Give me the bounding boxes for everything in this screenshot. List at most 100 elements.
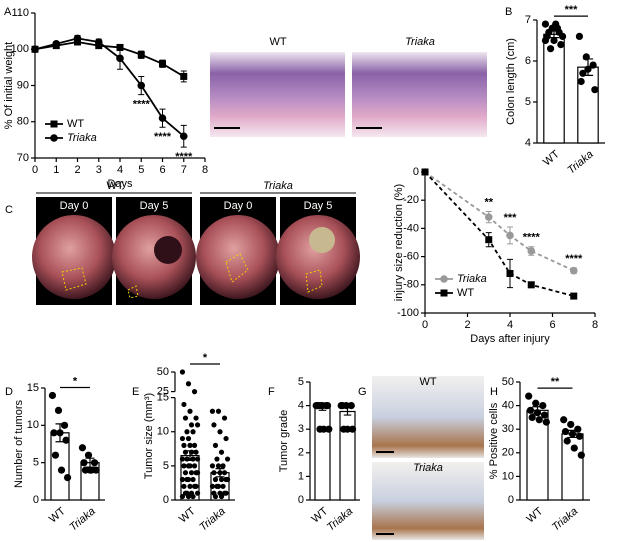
data-point xyxy=(188,422,195,428)
data-point xyxy=(179,456,186,462)
data-point xyxy=(179,493,186,500)
data-point xyxy=(546,45,555,53)
data-point xyxy=(194,490,201,496)
x-tick-label: 8 xyxy=(592,319,598,331)
data-point xyxy=(340,425,348,433)
x-tick-label: 1 xyxy=(53,164,59,176)
error-bar xyxy=(215,467,225,478)
data-point xyxy=(218,449,225,455)
data-point xyxy=(194,456,201,462)
data-point xyxy=(60,421,69,429)
marker xyxy=(137,51,145,59)
data-point xyxy=(185,493,192,500)
endoscopy-image xyxy=(112,215,196,299)
data-point xyxy=(212,476,219,483)
day-label: Day 0 xyxy=(224,200,253,212)
data-point xyxy=(545,28,553,36)
data-point xyxy=(187,483,193,489)
data-point xyxy=(560,416,568,424)
data-point xyxy=(191,463,198,469)
data-point xyxy=(187,463,193,469)
data-point xyxy=(215,463,222,469)
y-tick-label: -100 xyxy=(397,307,419,319)
data-point xyxy=(181,442,187,448)
data-point xyxy=(182,470,189,476)
x-tick-label: WT xyxy=(524,505,545,525)
histology-image xyxy=(352,52,487,137)
data-point xyxy=(348,425,357,433)
marker xyxy=(527,247,536,255)
data-point xyxy=(526,406,535,414)
data-point xyxy=(215,483,222,489)
marker xyxy=(159,60,166,68)
legend-marker xyxy=(50,134,58,142)
x-tick-label: Triaka xyxy=(550,505,581,533)
marker xyxy=(527,281,535,289)
annotation: **** xyxy=(523,232,541,244)
data-point xyxy=(187,442,193,448)
y-tick-label: 5 xyxy=(298,376,304,388)
y-tick-label: 5 xyxy=(525,96,531,108)
endoscopy-image xyxy=(32,215,116,299)
data-point xyxy=(194,470,201,476)
marker xyxy=(94,38,103,46)
data-point xyxy=(541,36,550,45)
data-point xyxy=(190,476,196,483)
y-tick-label: 0 xyxy=(413,166,419,178)
injury-outline xyxy=(305,269,323,293)
y-tick-label: 4 xyxy=(525,137,531,149)
legend-marker xyxy=(50,120,58,128)
endoscopy-image xyxy=(196,215,280,299)
error-bar xyxy=(567,429,578,439)
data-point xyxy=(48,391,57,400)
data-point xyxy=(224,476,231,483)
x-tick-label: 0 xyxy=(32,164,38,176)
injury-outline xyxy=(225,253,249,283)
panel-letter: F xyxy=(268,386,275,398)
data-point xyxy=(182,415,189,421)
data-point xyxy=(217,429,223,435)
data-point xyxy=(209,408,216,414)
image-label: Triaka xyxy=(413,462,443,474)
marker xyxy=(421,168,429,176)
y-tick-label: 110 xyxy=(11,7,29,19)
y-tick-label: 25 xyxy=(157,386,169,398)
data-point xyxy=(215,408,222,414)
y-tick-label: 50 xyxy=(157,366,169,378)
x-tick-label: WT xyxy=(541,148,562,168)
x-tick-label: Triaka xyxy=(325,505,356,533)
data-point xyxy=(185,476,192,483)
y-axis-label: injury size reduction (%) xyxy=(393,184,405,301)
y-tick-label: 3 xyxy=(298,423,304,435)
x-tick-label: 3 xyxy=(96,164,102,176)
series-line xyxy=(424,171,574,297)
marker xyxy=(484,213,493,221)
image-label: WT xyxy=(269,36,286,48)
data-point xyxy=(185,435,192,442)
endoscopy-images xyxy=(32,197,360,305)
data-point xyxy=(577,451,585,459)
legend-label: WT xyxy=(67,118,84,130)
injury-outline xyxy=(61,267,87,291)
data-point xyxy=(188,470,195,476)
y-axis-label: Colon length (cm) xyxy=(505,38,517,125)
y-tick-label: 10 xyxy=(502,470,514,482)
data-point xyxy=(209,463,216,469)
x-tick-label: Triaka xyxy=(197,505,228,533)
marker xyxy=(73,34,82,43)
data-point xyxy=(315,402,323,410)
data-point xyxy=(50,429,58,437)
staining-image xyxy=(372,462,484,540)
data-point xyxy=(211,470,217,476)
data-point xyxy=(190,493,196,500)
data-point xyxy=(325,425,333,433)
data-point xyxy=(191,442,198,448)
data-point xyxy=(191,389,198,395)
y-tick-label: 10 xyxy=(157,426,169,438)
data-point xyxy=(221,415,228,421)
data-point xyxy=(570,444,578,452)
y-tick-label: 30 xyxy=(502,423,514,435)
marker xyxy=(52,40,61,48)
legend-marker xyxy=(440,289,448,297)
